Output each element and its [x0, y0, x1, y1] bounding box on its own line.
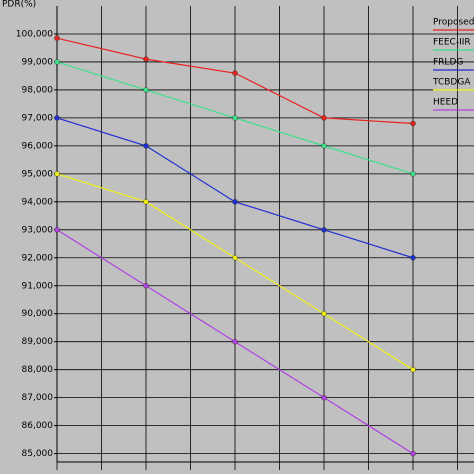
point [143, 87, 149, 93]
y-tick-label: 88,000 [22, 365, 54, 375]
y-tick-label: 87,000 [22, 393, 54, 403]
point [321, 143, 327, 149]
point [54, 35, 60, 41]
point [232, 199, 238, 205]
point [54, 171, 60, 177]
point [321, 310, 327, 317]
point [143, 283, 149, 289]
point [54, 115, 60, 121]
y-tick-label: 86,000 [22, 421, 54, 431]
y-tick-label: 92,000 [22, 253, 54, 263]
y-tick-label: 94,000 [22, 197, 54, 207]
y-tick-label: 95,000 [22, 169, 54, 179]
point [321, 394, 327, 401]
point [410, 366, 416, 373]
point [232, 70, 238, 76]
legend-label: FRLDG [433, 58, 463, 68]
point [232, 255, 238, 261]
y-tick-label: 91,000 [22, 281, 54, 291]
point [321, 227, 327, 233]
point [410, 450, 416, 457]
y-tick-label: 98,000 [22, 85, 54, 95]
y-tick-label: 90,000 [22, 309, 54, 319]
y-tick-label: 100,000 [16, 29, 53, 39]
y-tick-label: 89,000 [22, 337, 54, 347]
point [232, 338, 238, 345]
point [54, 227, 60, 233]
y-tick-label: 96,000 [22, 141, 54, 151]
y-axis-label: PDR(%) [2, 0, 36, 10]
point [54, 59, 60, 65]
legend-label: FEEC-IIR [433, 38, 471, 48]
y-tick-label: 99,000 [22, 57, 54, 67]
y-tick-label: 85,000 [22, 449, 54, 459]
legend-label: HEED [433, 98, 458, 108]
point [143, 56, 149, 62]
legend-label: Proposed [433, 18, 474, 28]
y-tick-label: 97,000 [22, 113, 54, 123]
y-tick-label: 93,000 [22, 225, 54, 235]
point [410, 255, 416, 261]
point [232, 115, 238, 121]
point [321, 115, 327, 121]
point [410, 120, 416, 127]
point [143, 143, 149, 149]
point [410, 171, 416, 177]
point [143, 199, 149, 205]
legend-label: TCBDGA [432, 78, 471, 88]
